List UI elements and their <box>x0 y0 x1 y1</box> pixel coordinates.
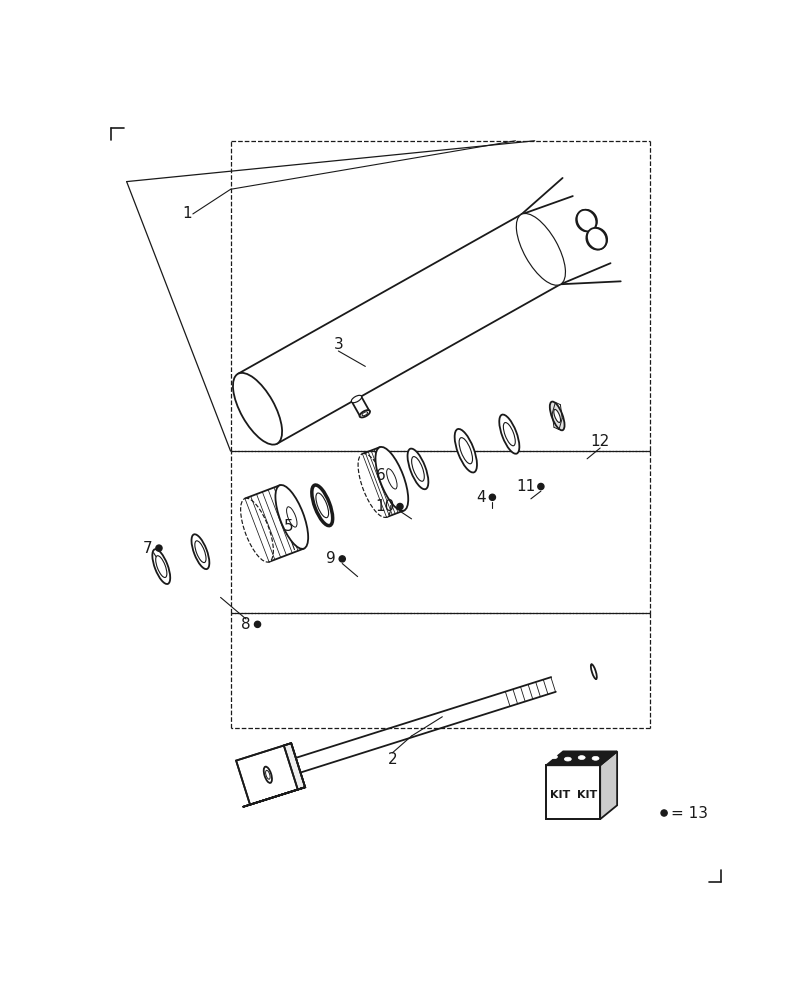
Ellipse shape <box>362 412 367 416</box>
Ellipse shape <box>411 457 424 481</box>
Circle shape <box>254 621 260 627</box>
Ellipse shape <box>577 756 585 759</box>
Text: 12: 12 <box>590 434 609 449</box>
Ellipse shape <box>499 415 519 454</box>
Circle shape <box>660 810 667 816</box>
Ellipse shape <box>233 373 281 445</box>
Circle shape <box>489 494 495 500</box>
Ellipse shape <box>315 493 328 518</box>
Polygon shape <box>284 743 305 790</box>
Ellipse shape <box>264 767 272 783</box>
Text: 11: 11 <box>515 479 534 494</box>
Text: = 13: = 13 <box>670 806 707 820</box>
Ellipse shape <box>286 507 297 527</box>
Ellipse shape <box>576 210 595 231</box>
Circle shape <box>397 503 402 510</box>
Ellipse shape <box>590 664 596 679</box>
Text: KIT: KIT <box>549 790 569 800</box>
Ellipse shape <box>191 534 209 569</box>
Ellipse shape <box>265 770 270 779</box>
Text: 7: 7 <box>143 541 152 556</box>
Ellipse shape <box>586 228 606 249</box>
Ellipse shape <box>311 485 333 526</box>
Circle shape <box>537 483 543 490</box>
Circle shape <box>156 545 162 551</box>
Ellipse shape <box>156 556 166 577</box>
Polygon shape <box>236 743 305 805</box>
Ellipse shape <box>454 429 476 472</box>
Ellipse shape <box>549 402 564 430</box>
Ellipse shape <box>351 395 361 403</box>
Text: 3: 3 <box>333 337 343 352</box>
Text: 8: 8 <box>241 617 251 632</box>
Circle shape <box>339 556 345 562</box>
Text: 10: 10 <box>375 499 393 514</box>
Ellipse shape <box>458 438 472 464</box>
Ellipse shape <box>576 210 596 231</box>
Ellipse shape <box>553 409 560 422</box>
Ellipse shape <box>516 213 564 285</box>
Text: 1: 1 <box>182 206 191 221</box>
Text: KIT: KIT <box>576 790 596 800</box>
Ellipse shape <box>407 449 428 489</box>
Polygon shape <box>546 751 616 765</box>
Ellipse shape <box>386 469 397 489</box>
Text: 6: 6 <box>375 468 385 483</box>
Ellipse shape <box>586 228 607 250</box>
Text: 5: 5 <box>283 519 293 534</box>
Ellipse shape <box>240 498 273 562</box>
Ellipse shape <box>375 447 408 511</box>
Ellipse shape <box>564 757 571 761</box>
Ellipse shape <box>152 549 170 584</box>
Ellipse shape <box>550 755 557 759</box>
Ellipse shape <box>591 756 599 760</box>
Ellipse shape <box>195 541 206 563</box>
Text: 2: 2 <box>387 752 397 767</box>
Ellipse shape <box>359 410 370 417</box>
Ellipse shape <box>503 423 515 446</box>
Polygon shape <box>546 765 599 819</box>
Text: 9: 9 <box>325 551 335 566</box>
Polygon shape <box>599 751 616 819</box>
Ellipse shape <box>358 454 390 517</box>
Polygon shape <box>242 787 305 807</box>
Text: 4: 4 <box>475 490 485 505</box>
Ellipse shape <box>275 485 308 549</box>
